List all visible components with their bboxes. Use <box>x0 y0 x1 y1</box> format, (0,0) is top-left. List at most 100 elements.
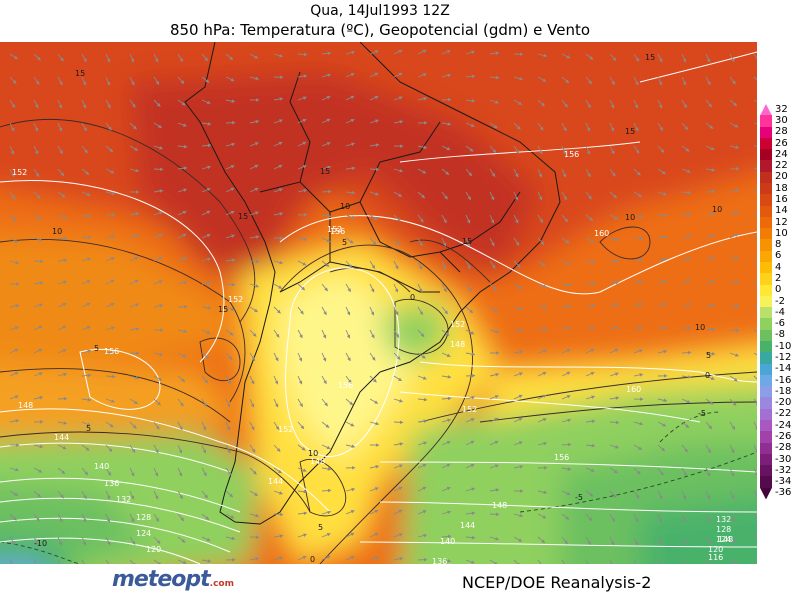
wind-arrow <box>105 53 111 63</box>
colorbar-segment <box>760 273 772 286</box>
wind-arrow <box>729 513 736 522</box>
wind-arrow <box>345 329 351 339</box>
wind-arrow <box>609 303 619 308</box>
wind-arrow <box>321 467 332 471</box>
wind-arrow <box>201 165 212 170</box>
wind-arrow <box>201 53 209 62</box>
wind-arrow <box>297 188 308 193</box>
wind-arrow <box>177 444 183 454</box>
wind-arrow <box>33 145 39 155</box>
wind-arrow <box>441 375 452 379</box>
wind-arrow <box>753 329 757 332</box>
wind-arrow <box>201 233 211 239</box>
wind-arrow <box>225 99 236 103</box>
wind-arrow <box>225 187 235 193</box>
wind-arrow <box>585 76 593 85</box>
wind-arrow <box>537 214 544 223</box>
geopotential-contour-label: 152 <box>462 405 477 414</box>
wind-arrow <box>321 165 332 170</box>
wind-arrow <box>729 53 735 63</box>
wind-arrow <box>681 234 692 239</box>
wind-arrow <box>105 513 111 523</box>
wind-arrow <box>201 210 211 216</box>
wind-arrow <box>153 490 159 500</box>
wind-arrow <box>249 513 260 518</box>
wind-arrow <box>705 536 712 545</box>
wind-arrow <box>705 189 716 194</box>
wind-arrow <box>513 99 523 106</box>
geopotential-contour-label: 124 <box>716 535 731 544</box>
colorbar-tick-label: 18 <box>775 182 788 194</box>
geopotential-contour-label: 128 <box>716 525 731 534</box>
colorbar-segment <box>760 171 772 184</box>
wind-arrow <box>9 304 20 308</box>
wind-arrow <box>393 486 403 492</box>
wind-arrow <box>297 398 303 408</box>
wind-arrow <box>633 53 640 62</box>
wind-arrow <box>249 283 260 288</box>
wind-arrow <box>273 283 283 289</box>
wind-arrow <box>225 536 236 541</box>
wind-arrow <box>753 76 757 84</box>
wind-arrow <box>177 490 183 500</box>
wind-arrow <box>441 73 452 78</box>
wind-arrow <box>561 76 570 84</box>
wind-arrow <box>561 122 567 132</box>
wind-arrow <box>753 99 757 103</box>
wind-arrow <box>729 559 739 564</box>
wind-arrow <box>9 559 13 564</box>
wind-arrow <box>153 256 163 262</box>
wind-arrow <box>249 352 256 361</box>
wind-arrow <box>489 440 499 446</box>
geopotential-contour-label: 152 <box>278 425 293 434</box>
wind-arrow <box>369 398 379 404</box>
wind-arrow <box>585 168 591 178</box>
wind-arrow <box>177 257 187 262</box>
wind-arrow <box>705 76 711 86</box>
wind-arrow <box>753 190 757 193</box>
wind-arrow <box>441 396 452 401</box>
wind-arrow <box>681 256 691 262</box>
wind-arrow <box>585 260 596 264</box>
wind-arrow <box>369 352 376 361</box>
wind-arrow <box>585 326 595 331</box>
wind-arrow <box>369 532 379 538</box>
wind-arrow <box>177 352 187 358</box>
wind-arrow <box>249 211 259 216</box>
temperature-contour-label: 5 <box>706 351 711 360</box>
wind-arrow <box>321 189 332 194</box>
wind-arrow <box>609 145 615 155</box>
wind-arrow <box>585 443 596 448</box>
wind-arrow <box>633 467 641 475</box>
wind-arrow <box>441 191 448 200</box>
wind-arrow <box>465 50 476 55</box>
wind-arrow <box>273 444 281 452</box>
wind-arrow <box>297 511 308 516</box>
wind-arrow <box>465 418 475 423</box>
wind-arrow <box>273 53 284 58</box>
wind-arrow <box>153 280 163 285</box>
wind-arrow <box>225 329 234 336</box>
wind-arrow <box>681 122 689 131</box>
wind-arrow <box>633 373 644 377</box>
wind-arrow <box>537 99 545 107</box>
colorbar-tick-label: -6 <box>775 318 785 330</box>
colorbar-tick-label: -8 <box>775 329 785 341</box>
wind-arrow <box>417 96 428 101</box>
wind-arrow <box>33 513 40 522</box>
wind-arrow <box>321 329 327 339</box>
wind-arrow <box>417 510 427 515</box>
geopotential-contour-label: 148 <box>450 340 465 349</box>
wind-arrow <box>489 464 499 469</box>
wind-arrow <box>225 375 232 385</box>
wind-arrow <box>177 166 188 171</box>
geopotential-contour-label: 156 <box>338 381 353 390</box>
wind-arrow <box>441 145 451 151</box>
wind-arrow <box>633 280 643 285</box>
map-title: Qua, 14Jul1993 12Z <box>310 3 450 19</box>
wind-arrow <box>201 143 212 148</box>
wind-vectors <box>9 49 757 564</box>
wind-arrow <box>273 490 283 495</box>
wind-arrow <box>249 329 257 337</box>
wind-arrow <box>537 191 543 201</box>
